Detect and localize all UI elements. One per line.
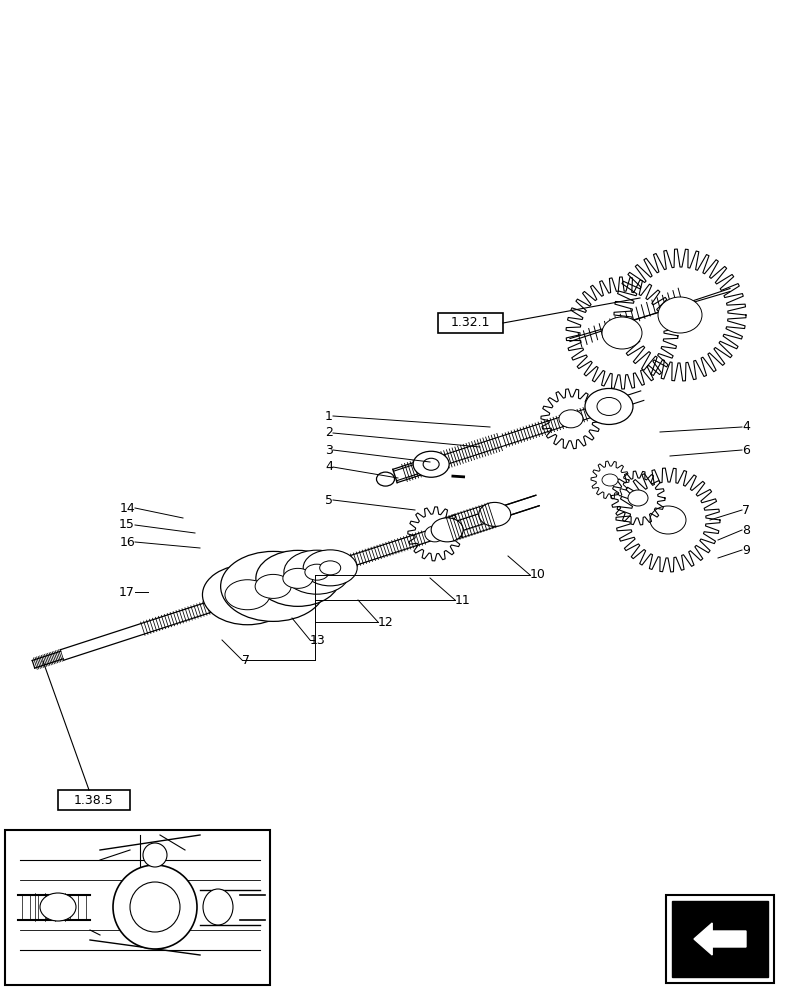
Bar [5, 830, 270, 985]
Ellipse shape [255, 574, 291, 598]
Text: 14: 14 [119, 502, 135, 514]
Bar [665, 895, 773, 983]
Text: 13: 13 [310, 634, 325, 647]
Ellipse shape [40, 893, 76, 921]
Text: 10: 10 [530, 568, 545, 582]
Ellipse shape [203, 889, 233, 925]
Ellipse shape [649, 506, 685, 534]
Text: 3: 3 [324, 444, 333, 456]
Text: 7: 7 [741, 504, 749, 516]
Text: 12: 12 [378, 615, 393, 629]
Ellipse shape [657, 297, 702, 333]
Text: 4: 4 [324, 460, 333, 474]
Ellipse shape [601, 474, 617, 486]
Text: 1.38.5: 1.38.5 [74, 794, 114, 806]
Ellipse shape [130, 882, 180, 932]
Ellipse shape [304, 564, 328, 580]
Ellipse shape [584, 388, 633, 424]
Text: 5: 5 [324, 493, 333, 506]
Text: 1: 1 [324, 410, 333, 422]
Ellipse shape [413, 451, 448, 477]
Ellipse shape [221, 551, 325, 621]
Ellipse shape [376, 472, 394, 486]
Bar [437, 313, 502, 333]
Ellipse shape [478, 502, 510, 526]
Text: 4: 4 [741, 420, 749, 434]
Ellipse shape [255, 550, 340, 606]
Ellipse shape [113, 865, 197, 949]
Ellipse shape [558, 410, 582, 428]
Ellipse shape [303, 550, 357, 586]
Text: 17: 17 [119, 585, 135, 598]
Text: 11: 11 [454, 593, 470, 606]
Ellipse shape [225, 580, 269, 610]
Ellipse shape [596, 397, 620, 415]
Text: 6: 6 [741, 444, 749, 456]
Ellipse shape [601, 317, 642, 349]
Ellipse shape [284, 550, 350, 594]
Ellipse shape [627, 490, 647, 506]
Text: 2: 2 [324, 426, 333, 440]
Text: 9: 9 [741, 544, 749, 556]
Text: 16: 16 [119, 536, 135, 548]
Ellipse shape [202, 565, 292, 625]
Bar [58, 790, 130, 810]
Text: 7: 7 [242, 654, 250, 666]
Ellipse shape [282, 568, 312, 588]
Text: 15: 15 [119, 518, 135, 532]
Polygon shape [672, 901, 767, 977]
Ellipse shape [423, 458, 439, 470]
Ellipse shape [431, 518, 462, 542]
Ellipse shape [424, 526, 444, 542]
Text: 8: 8 [741, 524, 749, 536]
Text: 1.32.1: 1.32.1 [450, 316, 490, 330]
Ellipse shape [143, 843, 167, 867]
Ellipse shape [320, 561, 341, 575]
Polygon shape [693, 923, 745, 955]
